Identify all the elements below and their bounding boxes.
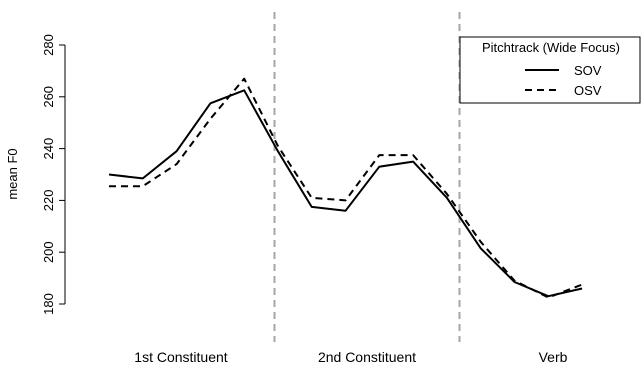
segment-label: Verb [539, 349, 568, 365]
segment-label: 2nd Constituent [318, 349, 416, 365]
legend-label-sov: SOV [574, 63, 602, 78]
series-line-sov [108, 89, 583, 298]
legend-title: Pitchtrack (Wide Focus) [482, 40, 620, 55]
y-axis: 180 200 220 240 260 280 mean F0 [5, 34, 66, 315]
legend-entries: SOV OSV [525, 63, 602, 98]
series-lines [108, 77, 583, 299]
legend: Pitchtrack (Wide Focus) SOV OSV [459, 36, 641, 104]
segment-labels: 1st Constituent 2nd Constituent Verb [134, 349, 567, 365]
y-axis-label: mean F0 [5, 148, 20, 199]
y-tick-label: 200 [41, 241, 56, 263]
y-tick-label: 240 [41, 138, 56, 160]
y-tick-label: 180 [41, 293, 56, 315]
series-line-osv [109, 77, 583, 299]
y-tick-label: 220 [41, 190, 56, 212]
y-tick-label: 280 [41, 34, 56, 56]
y-tick-label: 260 [41, 86, 56, 108]
legend-label-osv: OSV [574, 83, 602, 98]
segment-label: 1st Constituent [134, 349, 227, 365]
y-ticks: 180 200 220 240 260 280 [41, 34, 65, 315]
